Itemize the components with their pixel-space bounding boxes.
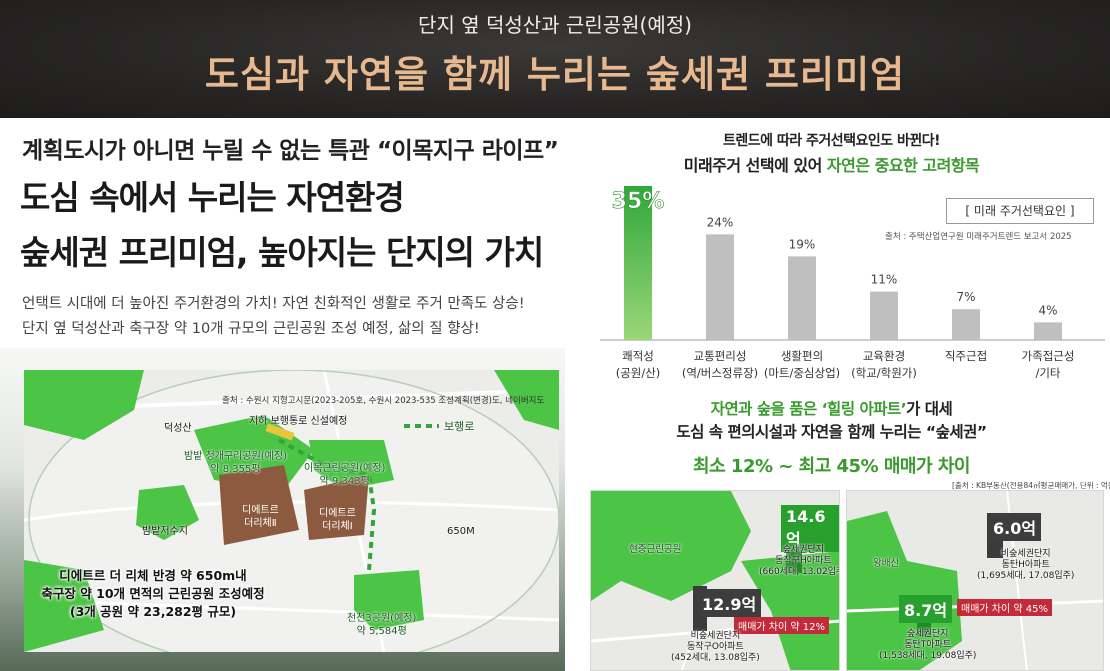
left-map-park-label: 현충근린공원 xyxy=(629,544,682,555)
left-map-forest-price: 14.6억 xyxy=(781,505,839,552)
chart-bar xyxy=(706,234,734,340)
right-map-forest-price: 8.7억 xyxy=(899,595,953,623)
bottom-source: [출처 : KB부동산(전용84㎡평균매매가, 단위 : 억원)] xyxy=(952,481,1110,490)
left-headline-1: 계획도시가 아니면 누릴 수 없는 특관 “이목지구 라이프” xyxy=(22,138,559,164)
chart-category-label: 가족접근성 xyxy=(1022,349,1075,363)
left-description-1: 언택트 시대에 더 높아진 주거환경의 가치! 자연 친화적인 생활로 주거 만… xyxy=(22,296,525,312)
left-headline-2: 도심 속에서 누리는 자연환경 xyxy=(20,178,405,217)
map-radius-label: 650M xyxy=(447,526,475,537)
map-source: 출처 : 수원시 지형고시문(2023-205호, 수원시 2023-535 조… xyxy=(222,396,545,406)
chart-category-label: 직주근접 xyxy=(945,349,987,363)
left-map-forest-apt: 숲세권단지 동작구H아파트 (660세대, 13.02입주) xyxy=(759,545,840,577)
map-walkway-label: 보행로 xyxy=(444,420,475,433)
map-park1-label: 밤밭 청개구리공원(예정) 약 8,355평 xyxy=(184,451,287,475)
chart-value-label: 24% xyxy=(707,215,734,229)
chart-value-label: 19% xyxy=(789,237,816,251)
chart-value-label: 11% xyxy=(871,273,898,287)
right-map-forest-apt: 숲세권단지 동탄T아파트 (1,538세대, 19.08입주) xyxy=(879,629,977,661)
chart-title-2: 미래주거 선택에 있어 자연은 중요한 고려항목 xyxy=(683,156,980,175)
chart-category-label: (마트/중심상업) xyxy=(764,366,840,380)
chart-category-label: (역/버스정류장) xyxy=(682,366,758,380)
header-subtitle: 단지 옆 덕성산과 근린공원(예정) xyxy=(418,13,692,37)
chart-source: 출처 : 주택산업연구원 미래주거트렌드 보고서 2025 xyxy=(885,232,1072,242)
map-mountain-label: 덕성산 xyxy=(164,423,192,434)
chart-title-1: 트렌드에 따라 주거선택요인도 바뀐다! xyxy=(722,133,941,149)
map-park2-label: 이목근린공원(예정) 약 9,343평 xyxy=(304,463,386,487)
park-map: 출처 : 수원시 지형고시문(2023-205호, 수원시 2023-535 조… xyxy=(24,370,559,652)
chart-bar xyxy=(788,256,816,340)
left-map-diff: 매매가 차이 약 12% xyxy=(734,617,829,634)
chart-legend-box: [ 미래 주거선택요인 ] xyxy=(946,198,1094,224)
right-map-park-label: 왕배산 xyxy=(873,558,900,569)
chart-bar xyxy=(1034,322,1062,340)
chart-value-label: 35% xyxy=(612,189,665,214)
chart-value-label: 7% xyxy=(956,290,975,304)
chart-category-label: 생활편의 xyxy=(781,349,823,363)
header-banner: 단지 옆 덕성산과 근린공원(예정) 도심과 자연을 함께 누리는 숲세권 프리… xyxy=(0,0,1110,118)
comparison-map-right: 왕배산 6.0억 비숲세권단지 동탄H아파트 (1,695세대, 17.08입주) … xyxy=(846,490,1104,671)
left-map-other-apt: 비숲세권단지 동작구O아파트 (452세대, 13.08입주) xyxy=(671,631,760,663)
chart-bar xyxy=(870,291,898,340)
comparison-map-left: 현충근린공원 14.6억 숲세권단지 동작구H아파트 (660세대, 13.02입주… xyxy=(590,490,840,671)
chart-category-label: /기타 xyxy=(1035,366,1060,380)
left-description-2: 단지 옆 덕성산과 축구장 약 10개 규모의 근린공원 조성 예정, 삶의 질… xyxy=(22,321,480,337)
bottom-title-1: 자연과 숲을 품은 ‘힐링 아파트’가 대세 xyxy=(710,400,953,418)
bottom-title-3: 최소 12% ~ 최고 45% 매매가 차이 xyxy=(693,456,970,477)
right-map-other-price: 6.0억 xyxy=(988,513,1042,541)
chart-bar xyxy=(624,186,652,340)
chart-category-label: (공원/산) xyxy=(616,366,661,380)
chart-bar xyxy=(952,309,980,340)
map-dietre2-label: 디에트르 더리체Ⅱ xyxy=(238,503,283,531)
map-underpass-label: 지하 보행통로 신설예정 xyxy=(249,416,348,427)
chart-category-label: 교육환경 xyxy=(863,349,905,363)
chart-category-label: (학교/학원가) xyxy=(851,366,917,380)
right-map-other-apt: 비숲세권단지 동탄H아파트 (1,695세대, 17.08입주) xyxy=(977,549,1075,581)
map-dietre1-label: 디에트르 더리체Ⅰ xyxy=(315,506,360,534)
chart-value-label: 4% xyxy=(1038,303,1057,317)
header-title: 도심과 자연을 함께 누리는 숲세권 프리미엄 xyxy=(204,53,906,96)
bar-chart: 35% 쾌적성 (공원/산) 24% 교통편리성 (역/버스정류장) 19% 생활편의 (마트/… xyxy=(600,178,1105,380)
left-headline-3: 숲세권 프리미엄, 높아지는 단지의 가치 xyxy=(20,233,544,272)
chart-category-label: 교통편리성 xyxy=(694,349,747,363)
map-park3-label: 천천3공원(예정) 약 5,584평 xyxy=(347,613,417,637)
chart-category-label: 쾌적성 xyxy=(622,349,654,363)
map-reservoir-label: 밤밭저수지 xyxy=(142,526,188,537)
bottom-title-2: 도심 속 편의시설과 자연을 함께 누리는 “숲세권” xyxy=(676,423,987,441)
right-map-diff: 매매가 차이 약 45% xyxy=(957,599,1052,616)
left-map-other-price: 12.9억 xyxy=(697,589,762,617)
map-note: 디에트르 더 리체 반경 약 650m내 축구장 약 10개 면적의 근린공원 … xyxy=(41,568,265,619)
bar-chart-svg: 35% 쾌적성 (공원/산) 24% 교통편리성 (역/버스정류장) 19% 생활편의 (마트/… xyxy=(600,186,1105,380)
